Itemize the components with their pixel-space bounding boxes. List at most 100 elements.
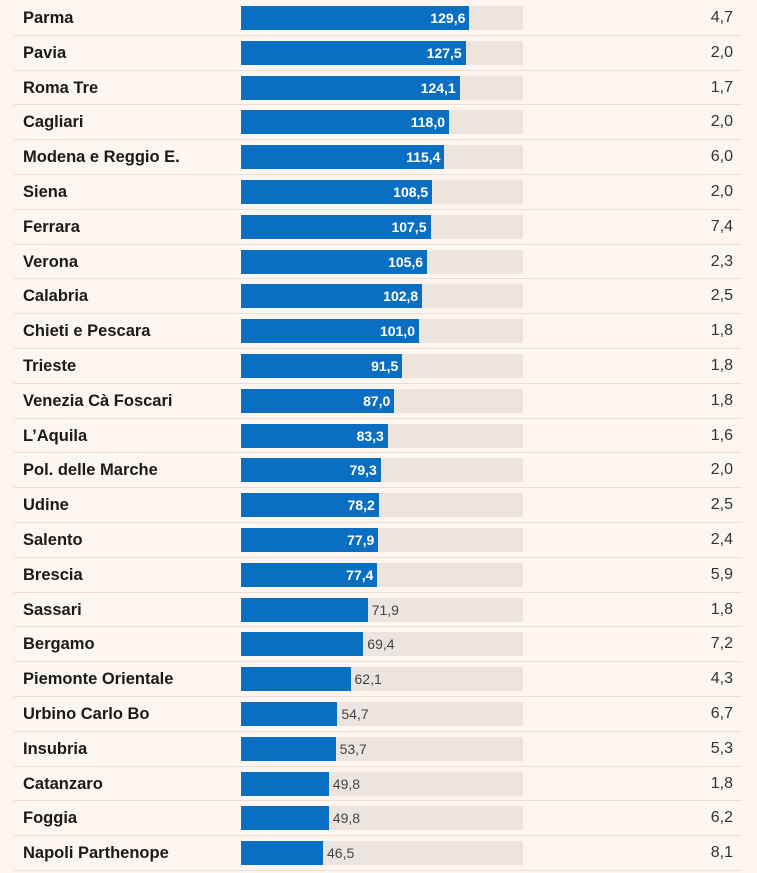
second-value: 1,8 [710,391,733,409]
second-value: 1,6 [710,426,733,444]
table-row: Brescia 77,4 5,9 [14,558,742,593]
table-row: Insubria 53,7 5,3 [14,732,742,767]
bar-value-label: 87,0 [363,392,391,409]
bar [241,110,449,135]
bar [241,145,445,170]
bar-track: 105,6 [241,249,523,274]
bar-track: 71,9 [241,597,523,622]
bar-track: 124,1 [241,75,523,100]
university-name: Bergamo [23,635,95,654]
bar-value-label: 105,6 [388,253,424,270]
table-row: Verona 105,6 2,3 [14,245,742,280]
second-value: 6,0 [710,148,733,166]
bar [241,597,368,622]
bar [241,806,329,831]
university-bar-table: Parma 129,6 4,7 Pavia 127,5 2,0 Roma Tre 124,1 1… [14,1,742,871]
second-value: 2,0 [710,182,733,200]
university-name: Insubria [23,739,88,758]
second-value: 1,8 [710,356,733,374]
bar-value-label: 49,8 [332,775,361,792]
bar-value-label: 108,5 [393,183,429,200]
second-value: 8,1 [710,844,733,862]
university-name: Parma [23,9,74,27]
university-name: Cagliari [23,113,84,132]
table-row: Siena 108,5 2,0 [14,175,742,210]
table-row: Urbino Carlo Bo 54,7 6,7 [14,697,742,732]
bar-track: 108,5 [241,179,523,204]
bar [241,667,351,692]
bar [241,458,381,483]
table-row: Venezia Cà Foscari 87,0 1,8 [14,384,742,419]
second-value: 1,8 [710,774,733,792]
university-name: L’Aquila [23,426,88,445]
bar-track: 54,7 [241,701,523,726]
university-name: Modena e Reggio E. [23,148,180,167]
bar-value-label: 118,0 [410,114,445,131]
university-name: Ferrara [23,217,80,236]
university-name: Urbino Carlo Bo [23,704,150,723]
table-row: Pavia 127,5 2,0 [14,36,742,71]
table-row: Parma 129,6 4,7 [14,1,742,36]
second-value: 2,0 [710,461,733,479]
university-name: Chieti e Pescara [23,322,151,341]
bar-track: 107,5 [241,214,523,239]
bar [241,701,338,726]
bar [241,771,329,796]
university-name: Verona [23,252,79,271]
university-name: Pavia [23,43,67,62]
bar-track: 77,4 [241,562,523,587]
second-value: 2,5 [710,496,733,514]
university-name: Sassari [23,600,82,619]
second-value: 4,3 [710,670,733,688]
bar-track: 118,0 [241,110,523,135]
table-row: Chieti e Pescara 101,0 1,8 [14,314,742,349]
bar-track: 53,7 [241,736,523,761]
bar-track: 101,0 [241,319,523,344]
second-value: 5,3 [710,739,733,757]
bar-value-label: 115,4 [406,149,441,166]
bar [241,736,336,761]
second-value: 5,9 [710,565,733,583]
bar-value-label: 83,3 [356,427,384,444]
bar-track: 49,8 [241,806,523,831]
university-name: Foggia [23,809,78,828]
table-row: Catanzaro 49,8 1,8 [14,767,742,802]
bar-value-label: 69,4 [367,636,395,653]
table-row: Udine 78,2 2,5 [14,488,742,523]
bar [241,493,379,518]
university-name: Venezia Cà Foscari [23,391,173,410]
bar-value-label: 46,5 [327,845,355,862]
bar-value-label: 124,1 [420,79,456,96]
table-row: Trieste 91,5 1,8 [14,349,742,384]
bar-value-label: 53,7 [339,740,367,757]
bar [241,40,466,65]
bar-value-label: 107,5 [391,218,427,235]
bar-track: 79,3 [241,458,523,483]
bar [241,353,403,378]
bar-value-label: 49,8 [332,810,361,827]
university-name: Brescia [23,565,83,584]
bar-track: 129,6 [241,6,523,30]
bar-value-label: 77,4 [346,566,374,583]
bar-value-label: 127,5 [426,44,462,61]
bar [241,319,419,344]
second-value: 6,7 [710,704,733,722]
bar-track: 83,3 [241,423,523,448]
bar-value-label: 101,0 [379,323,415,340]
table-row: Ferrara 107,5 7,4 [14,210,742,245]
second-value: 2,3 [710,252,733,270]
table-row: Calabria 102,8 2,5 [14,279,742,315]
second-value: 2,5 [710,287,733,305]
university-name: Calabria [23,287,89,306]
bar-track: 49,8 [241,771,523,796]
university-name: Pol. delle Marche [23,461,158,480]
university-name: Napoli Parthenope [23,844,169,863]
bar [241,527,379,552]
table-row: Salento 77,9 2,4 [14,523,742,558]
second-value: 1,8 [710,322,733,340]
bar [241,388,395,413]
table-row: Pol. delle Marche 79,3 2,0 [14,453,742,489]
bar-value-label: 78,2 [347,497,375,514]
bar-value-label: 79,3 [349,462,377,479]
second-value: 2,0 [710,43,733,61]
